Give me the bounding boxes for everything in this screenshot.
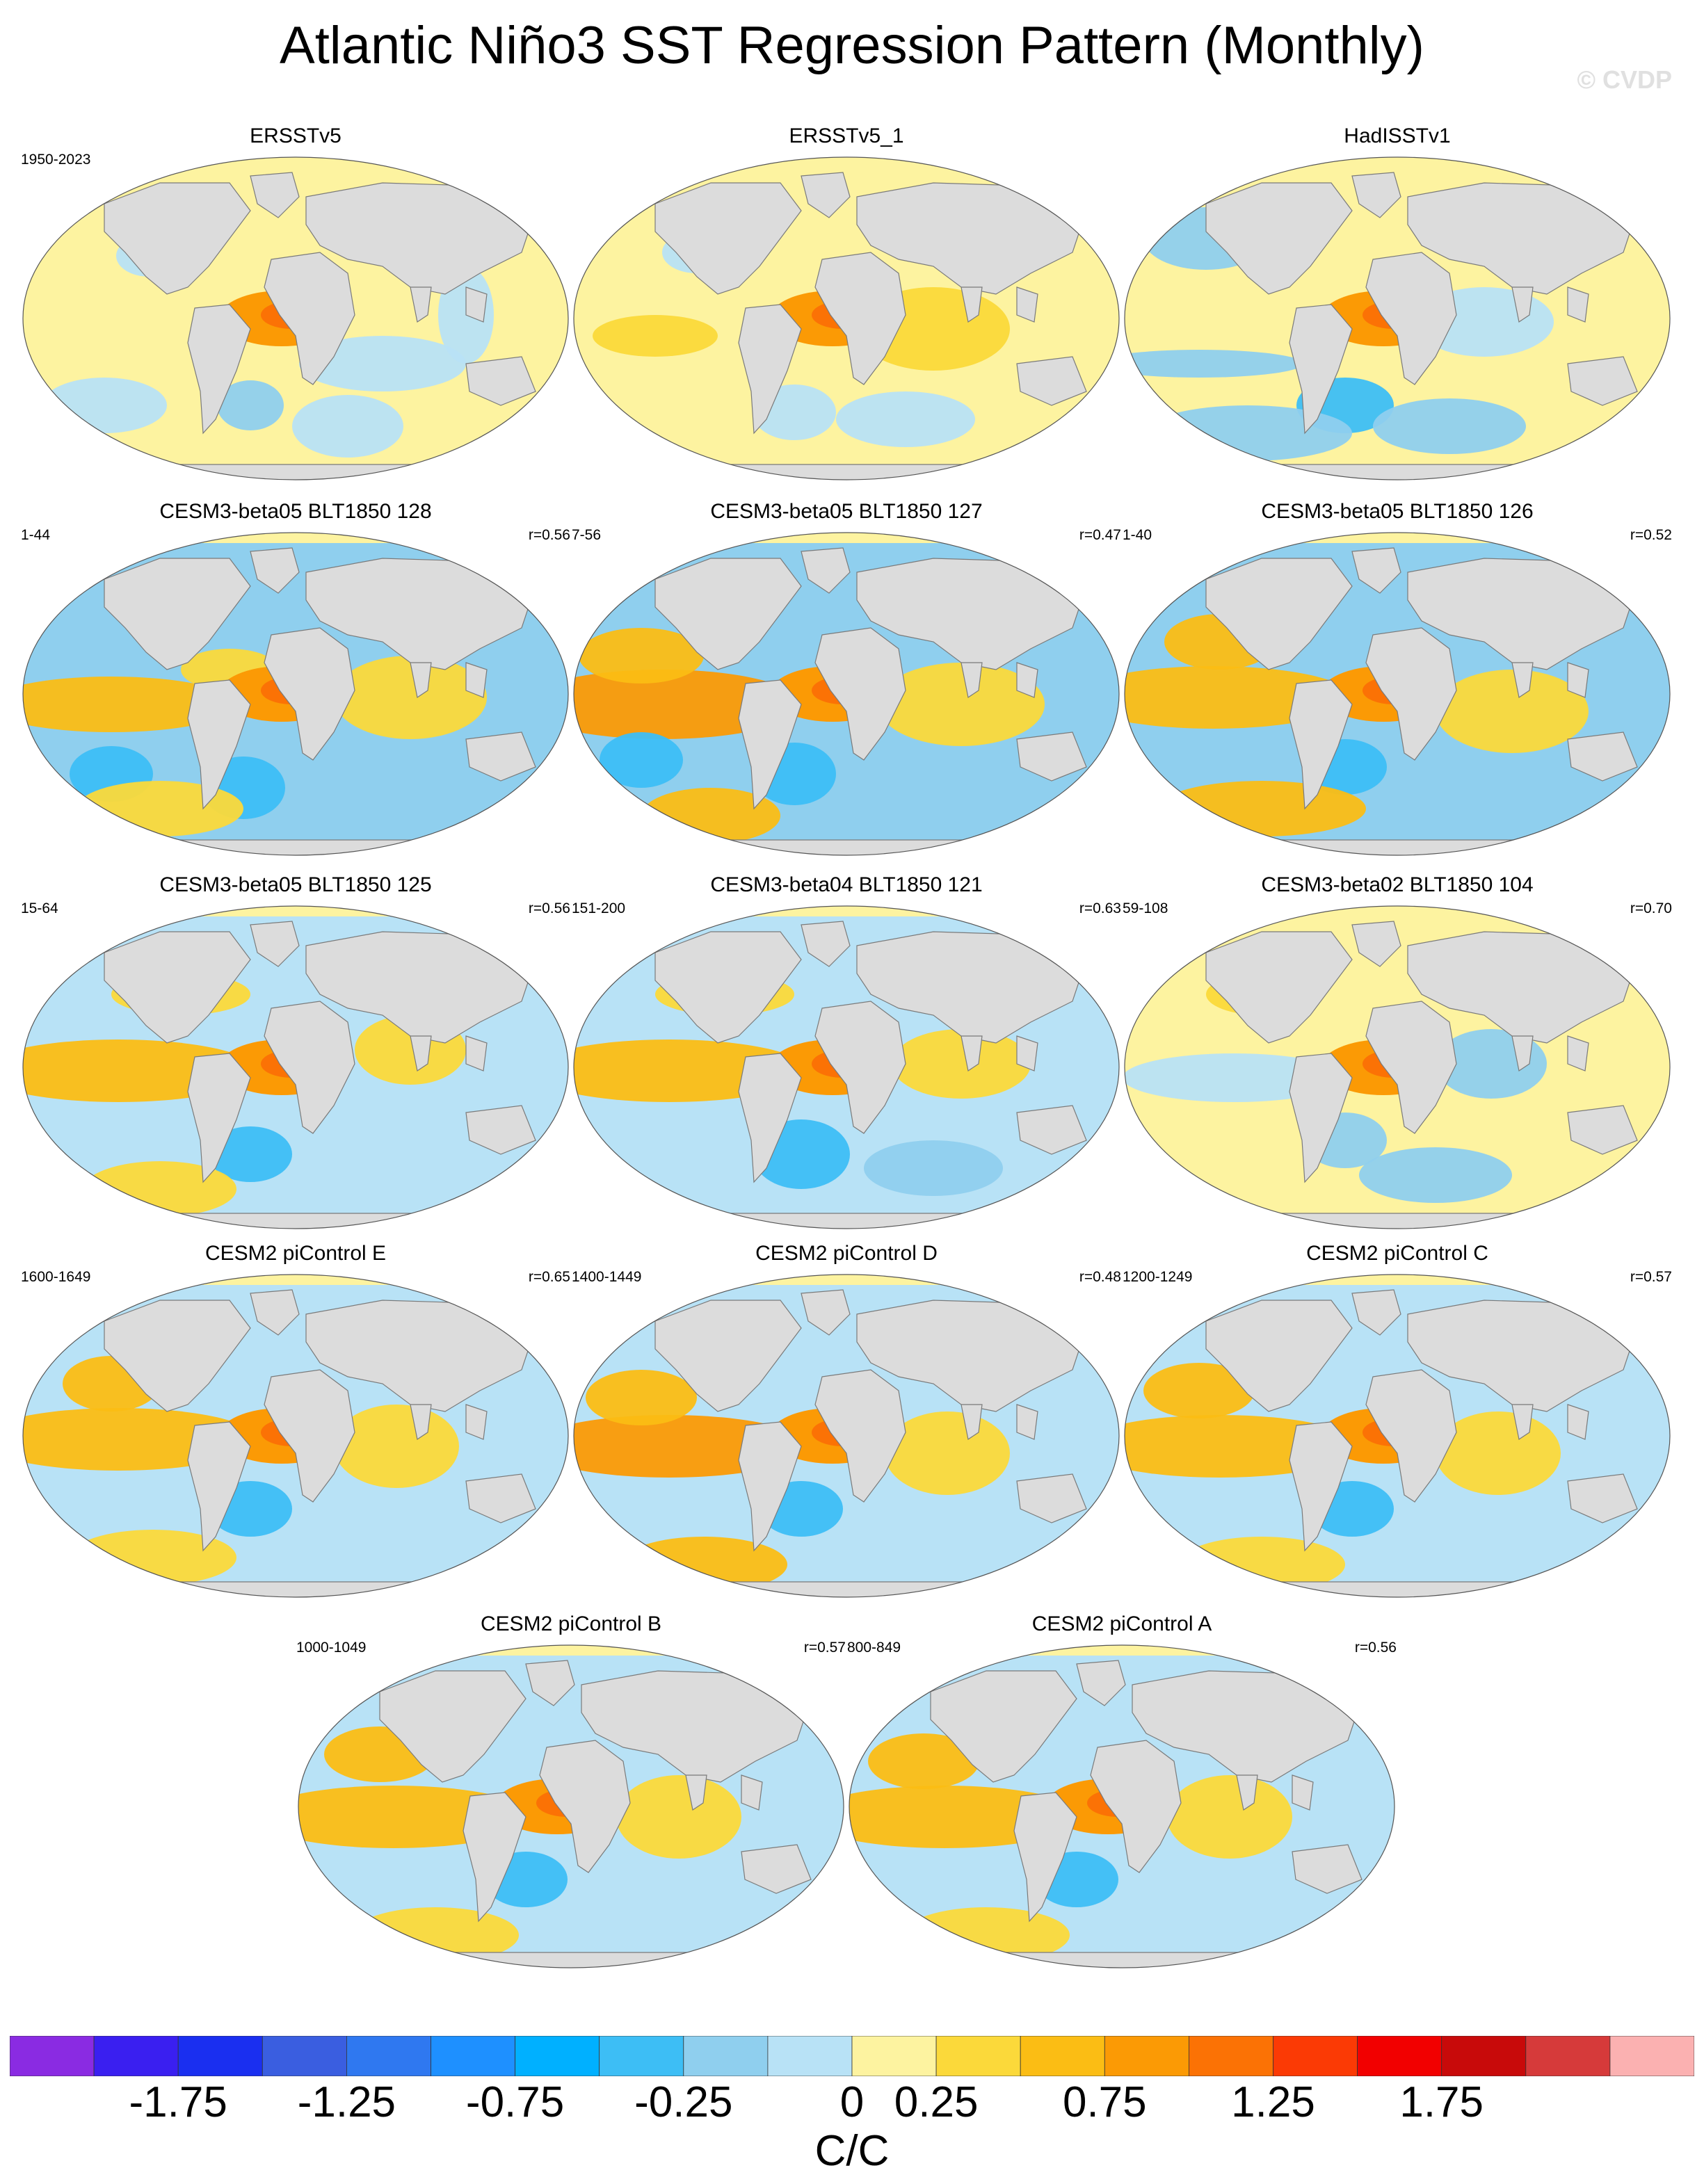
map-panel: CESM3-beta04 BLT1850 121 151-200 r=0.63: [572, 873, 1121, 1241]
panel-title: ERSSTv5: [250, 124, 341, 147]
panel-years: 800-849: [847, 1640, 901, 1656]
robinson-map: [1124, 156, 1671, 480]
map-panel: CESM2 piControl A 800-849 r=0.56: [847, 1612, 1397, 1980]
panel-years: 15-64: [21, 900, 58, 916]
robinson-map: [573, 156, 1120, 480]
colorbar-swatch: [1525, 2036, 1611, 2076]
robinson-map: [573, 905, 1120, 1229]
panel-correlation: r=0.57: [803, 1640, 846, 1656]
colorbar-swatch: [10, 2036, 95, 2076]
robinson-map: [573, 532, 1120, 856]
panel-title: CESM3-beta02 BLT1850 104: [1261, 873, 1534, 896]
colorbar-swatch: [1357, 2036, 1442, 2076]
panel-correlation: r=0.52: [1630, 527, 1672, 543]
panel-years: 1-44: [21, 527, 51, 543]
robinson-map: [298, 1644, 844, 1968]
colorbar-units: C/C: [814, 2127, 890, 2175]
colorbar-tick-label: -0.75: [465, 2078, 565, 2126]
colorbar-tick-label: 1.25: [1231, 2078, 1315, 2126]
panel-correlation: r=0.47: [1079, 527, 1121, 543]
map-panel: CESM3-beta05 BLT1850 125 15-64 r=0.56: [21, 873, 570, 1241]
robinson-map: [22, 905, 569, 1229]
map-panel: CESM3-beta02 BLT1850 104 59-108 r=0.70: [1123, 873, 1672, 1241]
colorbar-swatch: [1441, 2036, 1527, 2076]
colorbar-swatch: [1104, 2036, 1189, 2076]
map-panel: CESM2 piControl D 1400-1449 r=0.48: [572, 1241, 1121, 1610]
panel-title: HadISSTv1: [1344, 124, 1451, 147]
cvdp-watermark: © CVDP: [1577, 65, 1672, 94]
colorbar-swatch: [93, 2036, 179, 2076]
panel-years: 1200-1249: [1123, 1269, 1193, 1285]
colorbar-swatch: [515, 2036, 600, 2076]
robinson-map: [849, 1644, 1395, 1968]
panel-correlation: r=0.56: [528, 527, 570, 543]
map-panel: CESM2 piControl C 1200-1249 r=0.57: [1123, 1241, 1672, 1610]
panel-title: CESM2 piControl C: [1306, 1242, 1488, 1265]
panel-correlation: r=0.56: [1354, 1640, 1397, 1656]
colorbar-swatch: [1273, 2036, 1358, 2076]
panel-years: 1600-1649: [21, 1269, 91, 1285]
panel-years: 1-40: [1123, 527, 1152, 543]
map-panel: CESM3-beta05 BLT1850 126 1-40 r=0.52: [1123, 499, 1672, 868]
panel-title: CESM2 piControl E: [204, 1242, 387, 1265]
robinson-map: [1124, 532, 1671, 856]
panel-correlation: r=0.65: [528, 1269, 570, 1285]
colorbar-swatch: [1609, 2036, 1694, 2076]
map-panel: CESM2 piControl B 1000-1049 r=0.57: [296, 1612, 846, 1980]
panel-years: 7-56: [572, 527, 602, 543]
panel-correlation: r=0.63: [1079, 900, 1121, 916]
panel-title: ERSSTv5_1: [789, 124, 904, 147]
panel-title: CESM3-beta05 BLT1850 126: [1261, 500, 1534, 523]
colorbar-tick-label: 1.75: [1399, 2078, 1484, 2126]
colorbar-swatch: [1189, 2036, 1273, 2076]
robinson-map: [22, 532, 569, 856]
robinson-map: [1124, 1274, 1671, 1598]
robinson-map: [22, 156, 569, 480]
colorbar-tick-label: 0.75: [1062, 2078, 1147, 2126]
map-panel: CESM3-beta05 BLT1850 127 7-56 r=0.47: [572, 499, 1121, 868]
panel-correlation: r=0.48: [1079, 1269, 1121, 1285]
colorbar-swatch: [431, 2036, 515, 2076]
colorbar-swatch: [346, 2036, 431, 2076]
panel-years: 1000-1049: [296, 1640, 367, 1656]
colorbar-swatch: [177, 2036, 263, 2076]
panel-title: CESM3-beta05 BLT1850 127: [710, 500, 983, 523]
robinson-map: [573, 1274, 1120, 1598]
colorbar: [10, 2036, 1694, 2076]
robinson-map: [1124, 905, 1671, 1229]
colorbar-swatch: [851, 2036, 937, 2076]
colorbar-swatch: [599, 2036, 684, 2076]
panel-title: CESM3-beta04 BLT1850 121: [710, 873, 983, 896]
colorbar-tick-label: 0.25: [894, 2078, 979, 2126]
colorbar-tick-label: 0: [839, 2078, 865, 2126]
colorbar-tick-label: -0.25: [634, 2078, 733, 2126]
map-panel: CESM3-beta05 BLT1850 128 1-44 r=0.56: [21, 499, 570, 868]
panel-correlation: r=0.70: [1630, 900, 1672, 916]
panel-title: CESM2 piControl B: [480, 1612, 662, 1635]
panel-title: CESM2 piControl A: [1031, 1612, 1212, 1635]
colorbar-swatch: [935, 2036, 1021, 2076]
figure-title: Atlantic Niño3 SST Regression Pattern (M…: [280, 16, 1424, 75]
colorbar-tick-label: -1.75: [129, 2078, 227, 2126]
panel-correlation: r=0.57: [1630, 1269, 1672, 1285]
colorbar-swatch: [262, 2036, 347, 2076]
panel-years: 151-200: [572, 900, 626, 916]
panel-years: 1950-2023: [21, 152, 91, 168]
map-panel: HadISSTv1: [1123, 124, 1672, 492]
panel-title: CESM3-beta05 BLT1850 125: [159, 873, 432, 896]
panel-correlation: r=0.56: [528, 900, 570, 916]
colorbar-swatch: [767, 2036, 853, 2076]
colorbar-swatch: [683, 2036, 769, 2076]
map-panel: ERSSTv5 1950-2023: [21, 124, 570, 492]
colorbar-tick-label: -1.25: [297, 2078, 396, 2126]
robinson-map: [22, 1274, 569, 1598]
panel-years: 59-108: [1123, 900, 1168, 916]
colorbar-swatch: [1020, 2036, 1105, 2076]
map-panel: CESM2 piControl E 1600-1649 r=0.65: [21, 1241, 570, 1610]
map-panel: ERSSTv5_1: [572, 124, 1121, 492]
panel-title: CESM3-beta05 BLT1850 128: [159, 500, 432, 523]
panel-title: CESM2 piControl D: [755, 1242, 938, 1265]
panel-years: 1400-1449: [572, 1269, 642, 1285]
